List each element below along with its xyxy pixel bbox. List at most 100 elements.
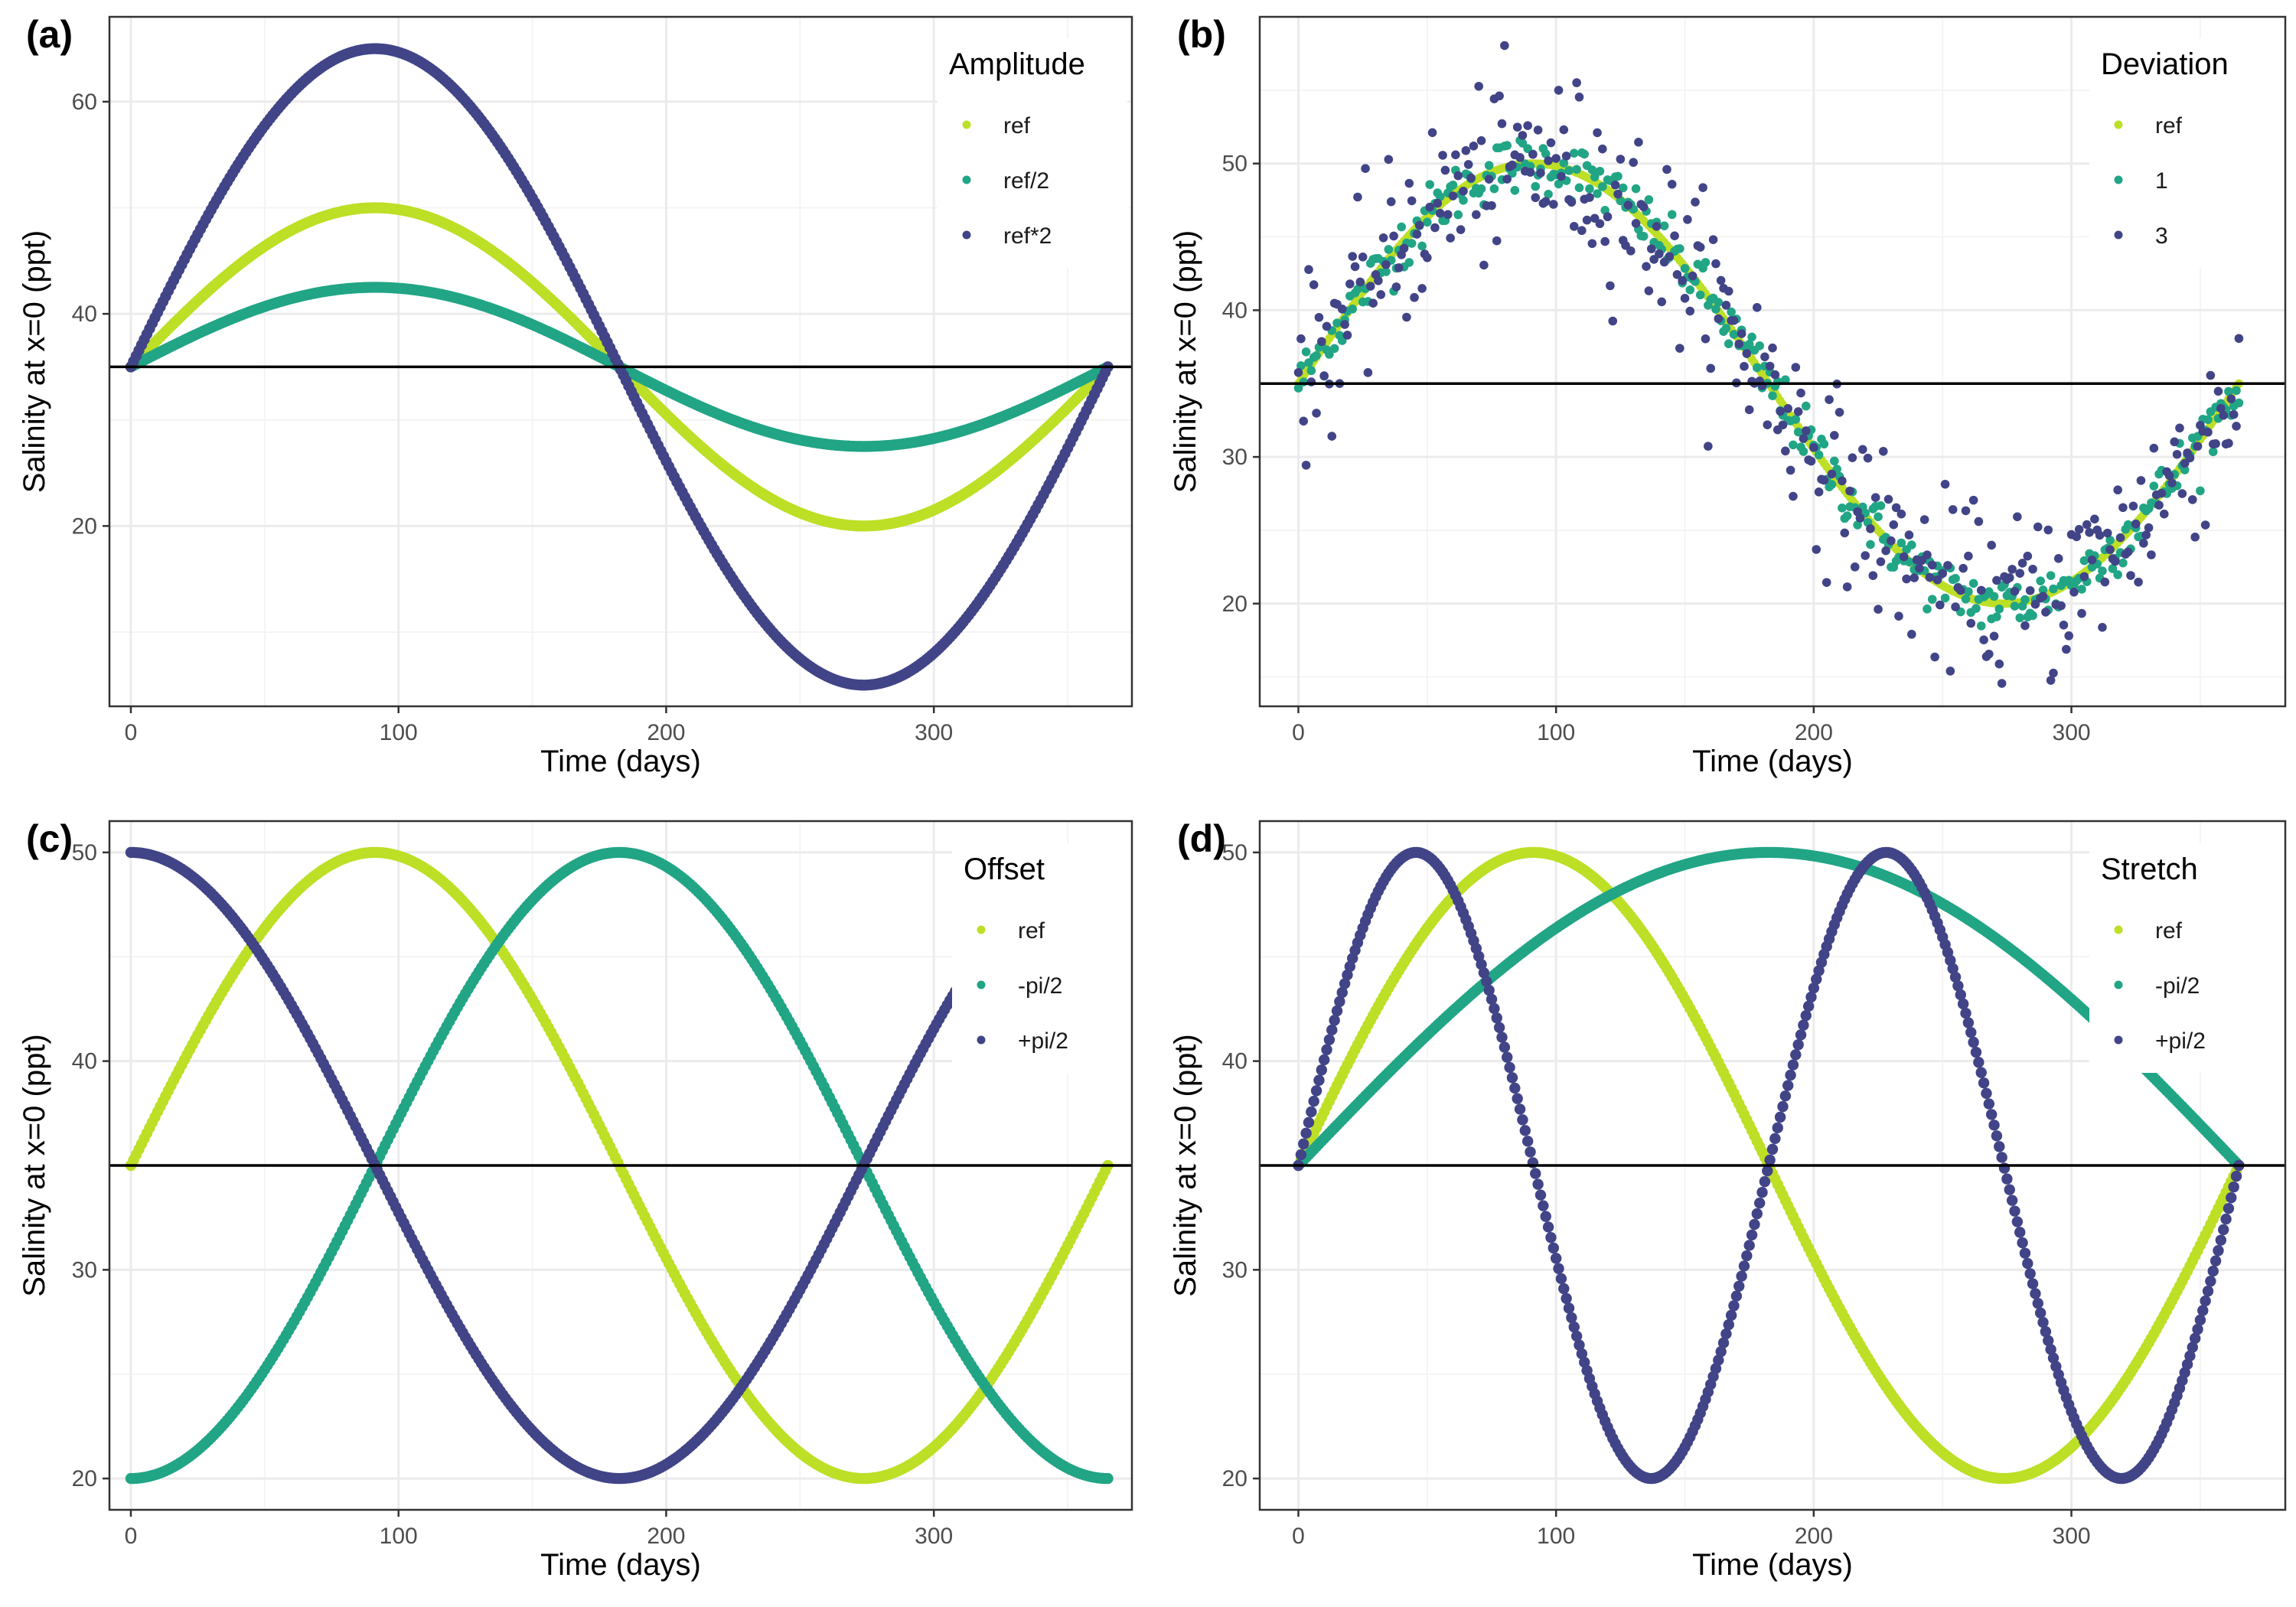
data-point bbox=[1866, 539, 1875, 549]
y-tick-label: 60 bbox=[72, 90, 97, 115]
data-point bbox=[1559, 125, 1569, 135]
data-point bbox=[1340, 320, 1349, 329]
data-point bbox=[1102, 1472, 1114, 1485]
data-point bbox=[1497, 119, 1507, 129]
data-point bbox=[1642, 262, 1651, 271]
data-point bbox=[1985, 1109, 1998, 1120]
data-point bbox=[2203, 415, 2213, 425]
data-point bbox=[1800, 1009, 1812, 1022]
data-point bbox=[1662, 165, 1671, 174]
data-point bbox=[1348, 305, 1358, 314]
data-point bbox=[1827, 480, 1837, 489]
data-point bbox=[1597, 144, 1607, 154]
x-tick-label: 100 bbox=[1537, 720, 1575, 745]
data-point bbox=[1336, 986, 1348, 999]
data-point bbox=[2100, 577, 2110, 587]
legend-key bbox=[977, 925, 986, 934]
data-point bbox=[1553, 1263, 1564, 1274]
data-point bbox=[2032, 1298, 2043, 1309]
legend-label: ref bbox=[2155, 113, 2183, 139]
data-point bbox=[1720, 1328, 1732, 1340]
data-point bbox=[1685, 285, 1695, 295]
data-point bbox=[1523, 121, 1532, 130]
data-point bbox=[2038, 585, 2048, 595]
data-point bbox=[2105, 545, 2115, 555]
data-point bbox=[1747, 332, 1756, 342]
data-point bbox=[1975, 1067, 1987, 1078]
data-point bbox=[1512, 122, 1522, 132]
data-point bbox=[1776, 406, 1785, 416]
data-point bbox=[2049, 668, 2058, 678]
data-point bbox=[1801, 426, 1811, 435]
data-point bbox=[1412, 230, 1422, 239]
data-point bbox=[1730, 1290, 1743, 1302]
data-point bbox=[1569, 148, 1579, 158]
data-point bbox=[2041, 608, 2050, 617]
legend-key bbox=[962, 175, 971, 184]
data-point bbox=[1554, 86, 1564, 95]
data-point bbox=[1979, 635, 1988, 645]
data-point bbox=[1652, 222, 1662, 231]
data-point bbox=[1342, 969, 1353, 981]
data-point bbox=[1765, 361, 1775, 371]
data-point bbox=[2085, 528, 2094, 537]
data-point bbox=[1791, 363, 1801, 372]
data-point bbox=[2015, 569, 2025, 578]
data-point bbox=[1951, 602, 1960, 611]
data-point bbox=[1974, 517, 1984, 526]
data-point bbox=[1463, 160, 1473, 169]
data-point bbox=[1550, 1253, 1562, 1264]
data-point bbox=[1764, 1154, 1776, 1166]
data-point bbox=[1326, 1024, 1338, 1036]
data-layer bbox=[125, 43, 1114, 691]
data-point bbox=[1600, 236, 1609, 246]
data-point bbox=[1996, 1152, 2007, 1163]
x-tick-label: 300 bbox=[915, 1524, 953, 1549]
data-point bbox=[2043, 525, 2053, 535]
data-point bbox=[2177, 489, 2187, 498]
data-point bbox=[1519, 1125, 1531, 1136]
data-point bbox=[1593, 189, 1602, 198]
data-point bbox=[2020, 621, 2030, 631]
data-point bbox=[2077, 585, 2086, 594]
data-point bbox=[2062, 644, 2071, 654]
panel-border bbox=[108, 820, 1133, 1511]
data-point bbox=[1787, 1059, 1799, 1071]
series-+pi/2 bbox=[1293, 846, 2245, 1485]
data-point bbox=[1902, 574, 1911, 584]
data-point bbox=[1759, 1175, 1771, 1188]
data-point bbox=[1374, 275, 1383, 285]
data-point bbox=[1603, 212, 1613, 222]
data-point bbox=[1698, 183, 1707, 192]
data-point bbox=[1957, 998, 1969, 1010]
data-point bbox=[1296, 361, 1306, 370]
data-point bbox=[1322, 321, 1332, 331]
legend-key bbox=[962, 230, 971, 240]
data-point bbox=[1423, 253, 1432, 262]
data-point bbox=[1976, 621, 1986, 631]
data-point bbox=[1500, 41, 1509, 51]
data-point bbox=[1384, 245, 1394, 254]
data-point bbox=[1312, 350, 1321, 360]
data-point bbox=[1945, 954, 1956, 966]
data-point bbox=[1989, 592, 1999, 601]
data-point bbox=[2115, 533, 2125, 543]
data-point bbox=[1751, 1208, 1763, 1220]
data-point bbox=[1716, 275, 1726, 285]
data-point bbox=[1430, 223, 1440, 233]
data-point bbox=[1616, 196, 1626, 206]
data-point bbox=[1623, 200, 1633, 210]
data-point bbox=[1479, 260, 1489, 270]
data-point bbox=[1546, 138, 1556, 148]
legend-key bbox=[962, 120, 971, 129]
data-point bbox=[1728, 1300, 1740, 1312]
data-point bbox=[1769, 1133, 1781, 1145]
data-point bbox=[2139, 539, 2148, 548]
data-point bbox=[1881, 546, 1890, 556]
data-point bbox=[1737, 329, 1746, 338]
legend-label: -pi/2 bbox=[1018, 973, 1062, 999]
x-axis-title: Time (days) bbox=[540, 1548, 701, 1582]
data-point bbox=[2149, 481, 2159, 491]
data-point bbox=[2175, 423, 2184, 433]
data-point bbox=[1451, 150, 1460, 160]
